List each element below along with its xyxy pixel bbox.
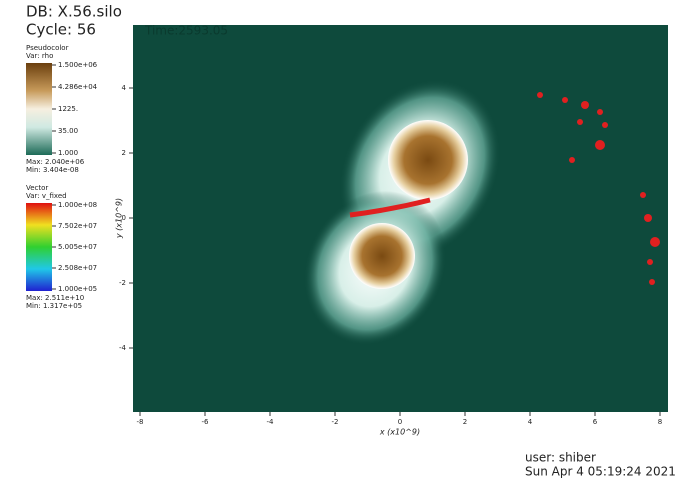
y-axis-title: y (x10^9) [115, 198, 124, 239]
legend-max: Max: 2.040e+06 [26, 158, 85, 166]
db-label: DB: X.56.silo [26, 3, 122, 21]
y-tick-label: -4 [119, 344, 127, 352]
x-tick-label: -6 [202, 418, 210, 426]
colorbar [26, 203, 52, 291]
legend-title: Pseudocolor [26, 44, 69, 52]
x-tick-label: 2 [463, 418, 467, 426]
legend-var: Var: rho [26, 52, 53, 60]
x-tick-label: 0 [398, 418, 402, 426]
legend-label: 1.000e+05 [58, 285, 97, 293]
x-tick-label: 4 [528, 418, 533, 426]
user-label: user: shiber [525, 451, 596, 465]
legend-min: Min: 3.404e-08 [26, 166, 79, 174]
legend-var: Var: v_fixed [26, 192, 67, 200]
y-tick-label: 0 [122, 214, 126, 222]
legend-label: 1225. [58, 105, 78, 113]
colorbar [26, 63, 52, 155]
legend-label: 1.500e+06 [58, 61, 98, 69]
legend-label: 4.286e+04 [58, 83, 98, 91]
legend-label: 5.005e+07 [58, 243, 97, 251]
x-axis-title: x (x10^9) [379, 428, 420, 437]
y-tick-label: -2 [119, 279, 126, 287]
x-tick-label: -4 [267, 418, 275, 426]
x-tick-label: -2 [332, 418, 339, 426]
time-label: Time:2593.05 [144, 24, 228, 38]
legend-label: 2.508e+07 [58, 264, 97, 272]
legend-label: 1.000e+08 [58, 201, 97, 209]
legend-label: 35.00 [58, 127, 78, 135]
plot-image [303, 79, 660, 346]
y-tick-label: 2 [122, 149, 126, 157]
x-tick-label: -8 [137, 418, 144, 426]
y-tick-label: 4 [122, 84, 127, 92]
legend-min: Min: 1.317e+05 [26, 302, 82, 310]
legend-label: 7.502e+07 [58, 222, 97, 230]
legend-label: 1.000 [58, 149, 78, 157]
x-tick-label: 6 [593, 418, 598, 426]
legend-max: Max: 2.511e+10 [26, 294, 84, 302]
legend-title: Vector [26, 184, 48, 192]
cycle-label: Cycle: 56 [26, 21, 96, 39]
date-label: Sun Apr 4 05:19:24 2021 [525, 465, 676, 479]
x-tick-label: 8 [658, 418, 662, 426]
